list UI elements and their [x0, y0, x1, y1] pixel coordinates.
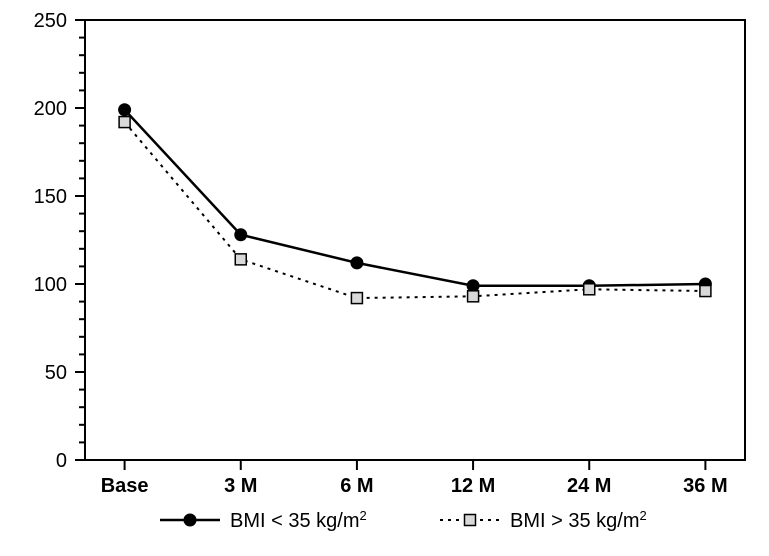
chart-svg: 0 50 100 150 200 250 Base 3 M 6 M 12 M 24 M 36 M BMI…	[0, 0, 769, 556]
svg-text:12 M: 12 M	[451, 475, 495, 497]
svg-text:0: 0	[56, 450, 67, 472]
svg-text:200: 200	[34, 98, 67, 120]
svg-text:100: 100	[34, 274, 67, 296]
svg-text:3 M: 3 M	[224, 475, 257, 497]
svg-text:Base: Base	[101, 475, 149, 497]
svg-text:36 M: 36 M	[683, 475, 727, 497]
svg-text:6 M: 6 M	[340, 475, 373, 497]
svg-text:50: 50	[45, 362, 67, 384]
svg-text:250: 250	[34, 10, 67, 32]
svg-text:BMI < 35 kg/m2: BMI < 35 kg/m2	[230, 508, 367, 533]
svg-text:150: 150	[34, 186, 67, 208]
svg-text:BMI > 35 kg/m2: BMI > 35 kg/m2	[510, 508, 647, 533]
bmi-line-chart: 0 50 100 150 200 250 Base 3 M 6 M 12 M 24 M 36 M BMI…	[0, 0, 769, 556]
svg-text:24 M: 24 M	[567, 475, 611, 497]
